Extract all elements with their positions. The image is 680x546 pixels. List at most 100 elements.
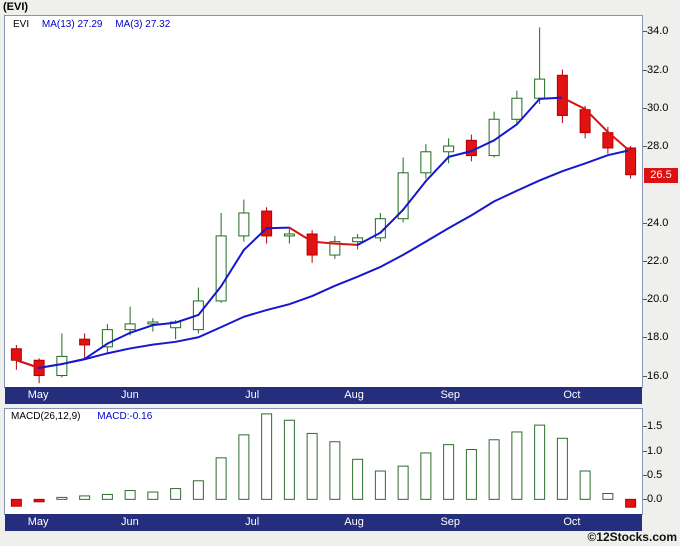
ma3-segment — [561, 96, 587, 111]
macd-bar — [443, 444, 455, 500]
macd-bar — [511, 431, 523, 500]
ma3-segment — [83, 342, 109, 360]
month-label: Sep — [440, 389, 461, 401]
ma3-segment — [515, 97, 541, 126]
macd-histogram — [10, 413, 637, 508]
ticker-title: (EVI) — [3, 1, 29, 13]
price-axis-label: 34.0 — [647, 25, 669, 38]
candle-body — [101, 329, 113, 348]
chart-legend: EVI MA(13) 27.29 MA(3) 27.32 — [13, 19, 180, 30]
macd-bar — [556, 437, 568, 500]
ma3-segment — [174, 313, 200, 324]
macd-bar — [79, 495, 91, 500]
candle-body — [238, 212, 250, 237]
ma3-segment — [288, 226, 314, 243]
candle-body — [215, 235, 227, 302]
macd-params-label: MACD(26,12,9) — [11, 411, 81, 422]
macd-bar — [283, 419, 295, 500]
watermark: ©12Stocks.com — [587, 530, 677, 544]
macd-panel: MACD(26,12,9) MACD:-0.16 — [4, 408, 643, 515]
axis-tick — [643, 337, 647, 339]
legend-symbol: EVI — [13, 19, 30, 30]
price-axis-label: 30.0 — [647, 101, 669, 114]
axis-tick — [643, 260, 647, 262]
candle-body — [261, 210, 273, 237]
ma3-segment — [424, 155, 450, 183]
axis-tick — [643, 375, 647, 377]
ma3-segment — [151, 321, 177, 327]
month-label: May — [27, 516, 49, 528]
ma3-segment — [402, 180, 427, 211]
price-axis-label: 22.0 — [647, 254, 669, 267]
macd-bar — [306, 432, 318, 500]
macd-bar — [397, 465, 409, 500]
macd-bar — [238, 434, 250, 500]
axis-tick — [643, 474, 647, 476]
month-label: Jul — [245, 516, 260, 528]
month-label: Jul — [245, 389, 260, 401]
ma3-segment — [60, 357, 86, 366]
candle-body — [534, 78, 546, 99]
ma3-segment — [106, 331, 132, 345]
ma3-segment — [242, 227, 268, 251]
macd-axis-label: 0.0 — [647, 493, 663, 506]
price-axis-label: 20.0 — [647, 293, 669, 306]
candle-body — [147, 321, 159, 325]
ma3-segment — [15, 359, 41, 369]
macd-bar — [352, 458, 364, 500]
candle-body — [443, 145, 455, 153]
month-label: Oct — [563, 516, 581, 528]
macd-bar — [56, 496, 68, 500]
candle-body — [556, 74, 568, 116]
ma13-line — [16, 149, 631, 369]
macd-bar — [261, 413, 273, 500]
ma3-segment — [538, 96, 564, 100]
candle-body — [10, 348, 22, 361]
ma3-segment — [220, 248, 245, 288]
axis-tick — [643, 299, 647, 301]
month-label: Jun — [120, 516, 139, 528]
axis-tick — [643, 146, 647, 148]
macd-axis-label: 1.5 — [647, 420, 663, 433]
candle-body — [306, 233, 318, 256]
candle-body — [625, 147, 637, 176]
macd-bar — [488, 439, 500, 500]
ma3-segment — [197, 285, 223, 316]
axis-tick — [643, 426, 647, 428]
candle-body — [329, 241, 341, 256]
macd-bar — [534, 424, 546, 500]
candle-body — [465, 139, 477, 157]
month-label: Aug — [344, 516, 364, 528]
macd-month-axis: May Jun Jul Aug Sep Oct — [5, 514, 642, 531]
ma3-segment — [129, 324, 154, 334]
ma3-segment — [447, 150, 473, 158]
legend-ma3-label: MA(3) 27.32 — [115, 19, 171, 30]
price-axis-label: 16.0 — [647, 369, 669, 382]
macd-bar — [465, 449, 477, 500]
ma3-segment — [470, 139, 496, 153]
macd-bar — [420, 452, 432, 500]
macd-bar — [215, 457, 227, 500]
month-label: May — [27, 389, 49, 401]
macd-bar — [579, 470, 591, 500]
macd-bar — [625, 498, 637, 508]
macd-bar — [374, 470, 386, 500]
candle-body — [56, 355, 68, 377]
candle-body — [352, 237, 364, 243]
legend-ma13-label: MA(13) 27.29 — [41, 19, 103, 30]
axis-tick — [643, 450, 647, 452]
ma3-segment — [38, 363, 63, 369]
axis-tick — [643, 69, 647, 71]
macd-bar — [147, 491, 159, 500]
macd-bar — [10, 498, 22, 507]
candle-body — [397, 172, 409, 220]
macd-axis-label: 0.5 — [647, 468, 663, 481]
price-axis-label: 18.0 — [647, 331, 669, 344]
ma3-segment — [606, 131, 632, 153]
axis-tick — [643, 31, 647, 33]
last-price-tag: 26.5 — [644, 167, 678, 183]
candle-body — [79, 338, 91, 346]
candle-body — [124, 323, 136, 331]
price-chart-panel: EVI MA(13) 27.29 MA(3) 27.32 — [4, 15, 643, 388]
candle-body — [283, 233, 295, 237]
